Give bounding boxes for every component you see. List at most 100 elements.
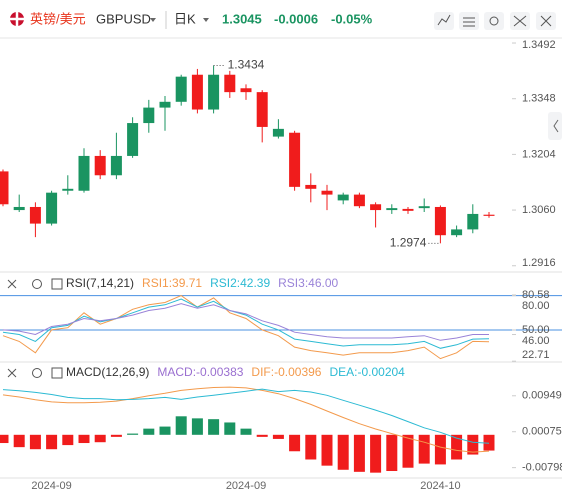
macd-line xyxy=(2,386,490,453)
macd-bar xyxy=(337,434,349,470)
change-percent: -0.05% xyxy=(331,11,373,26)
macd-bar xyxy=(78,434,90,444)
y-tick-label: 1.3348 xyxy=(522,93,556,105)
close-indicator[interactable] xyxy=(7,368,17,378)
indicator-settings[interactable] xyxy=(32,279,42,289)
legend-entry: RSI2:42.39 xyxy=(210,276,270,290)
settings-button[interactable] xyxy=(484,12,504,30)
min-annotation: 1.2974 xyxy=(390,235,427,249)
macd-bar xyxy=(483,434,495,451)
macd-bar xyxy=(272,434,284,439)
rsi-line xyxy=(2,295,490,360)
candle-body xyxy=(94,155,106,176)
candle-body xyxy=(467,213,479,230)
indicator-title: MACD(12,26,9) xyxy=(66,365,149,379)
close-icon xyxy=(540,15,552,27)
candle-body xyxy=(78,155,90,191)
indicator-settings[interactable] xyxy=(32,368,42,378)
macd-bar xyxy=(29,434,41,450)
candle-body xyxy=(29,206,41,224)
x-tick-label: 2024-09 xyxy=(226,480,266,492)
legend-entry: RSI1:39.71 xyxy=(142,276,202,290)
macd-bar xyxy=(224,422,236,435)
x-tick-label: 2024-10 xyxy=(420,480,460,492)
y-tick-label: 80.58 xyxy=(522,289,550,301)
macd-bar xyxy=(418,434,430,464)
candle-body xyxy=(289,132,301,187)
candle-body xyxy=(62,188,74,191)
pair-name[interactable]: 英镑/美元 xyxy=(30,11,86,26)
macd-bar xyxy=(240,428,252,435)
y-tick-label: 46.00 xyxy=(522,335,550,347)
price: 1.3045 xyxy=(222,11,262,26)
candle-body xyxy=(451,229,463,236)
macd-bar xyxy=(321,434,333,466)
candle-body xyxy=(418,206,430,209)
y-tick-label: 1.3060 xyxy=(522,204,556,216)
y-tick-label: 80.00 xyxy=(522,300,550,312)
candle-body xyxy=(143,107,155,124)
y-tick-label: 1.3204 xyxy=(522,148,556,160)
candle-body xyxy=(110,155,122,176)
macd-bar xyxy=(386,434,398,472)
candle-body xyxy=(191,74,203,110)
candle-body xyxy=(434,206,446,236)
candle-body xyxy=(386,208,398,211)
symbol-dropdown[interactable] xyxy=(150,18,156,22)
macd-bar xyxy=(467,434,479,455)
symbol[interactable]: GBPUSD xyxy=(96,11,151,26)
candle-body xyxy=(13,206,25,211)
fullscreen-icon xyxy=(513,15,527,27)
rsi-line xyxy=(2,303,489,341)
macd-bar xyxy=(127,433,139,435)
macd-bar xyxy=(434,434,446,465)
close-indicator[interactable] xyxy=(7,279,17,289)
candle-body xyxy=(46,192,58,224)
period-dropdown[interactable] xyxy=(203,18,209,22)
indicator-toggle[interactable] xyxy=(51,367,63,379)
candle-body xyxy=(208,74,220,110)
legend-entry: RSI3:46.00 xyxy=(278,276,338,290)
macd-bar xyxy=(208,419,220,435)
indicator-button[interactable] xyxy=(459,12,479,30)
collapse-button[interactable] xyxy=(548,112,562,140)
macd-bar xyxy=(13,434,25,448)
candle-body xyxy=(159,101,171,108)
settings-icon xyxy=(489,16,499,26)
candle-body xyxy=(483,214,495,216)
macd-bar xyxy=(305,434,317,460)
collapse-icon xyxy=(553,119,559,133)
macd-bar xyxy=(0,434,9,444)
candle-body xyxy=(321,190,333,195)
macd-bar xyxy=(175,416,187,435)
period[interactable]: 日K xyxy=(174,11,196,26)
macd-bar xyxy=(62,434,74,446)
candle-body xyxy=(0,171,9,205)
candle-body xyxy=(175,76,187,102)
macd-bar xyxy=(370,434,382,473)
legend-entry: DIF:-0.00396 xyxy=(251,365,321,379)
candle-body xyxy=(224,74,236,93)
candle-body xyxy=(305,184,317,189)
y-tick-label: 1.3492 xyxy=(522,39,556,51)
y-tick-label: 1.2916 xyxy=(522,257,556,269)
indicator-icon xyxy=(463,17,475,27)
candle-body xyxy=(272,128,284,137)
macd-bar xyxy=(46,434,58,450)
indicator-title: RSI(7,14,21) xyxy=(66,276,134,290)
macd-bar xyxy=(110,434,122,437)
draw-icon xyxy=(437,14,451,26)
candle-body xyxy=(240,88,252,93)
macd-bar xyxy=(143,428,155,435)
candle-body xyxy=(256,92,268,127)
legend-entry: MACD:-0.00383 xyxy=(157,365,243,379)
macd-bar xyxy=(256,434,268,437)
y-tick-label: 0.00949 xyxy=(522,390,562,402)
y-tick-label: -0.00798 xyxy=(522,462,562,474)
indicator-toggle[interactable] xyxy=(51,278,63,290)
y-tick-label: 0.00075 xyxy=(522,426,562,438)
candle-body xyxy=(127,123,139,156)
candle-body xyxy=(353,194,365,207)
